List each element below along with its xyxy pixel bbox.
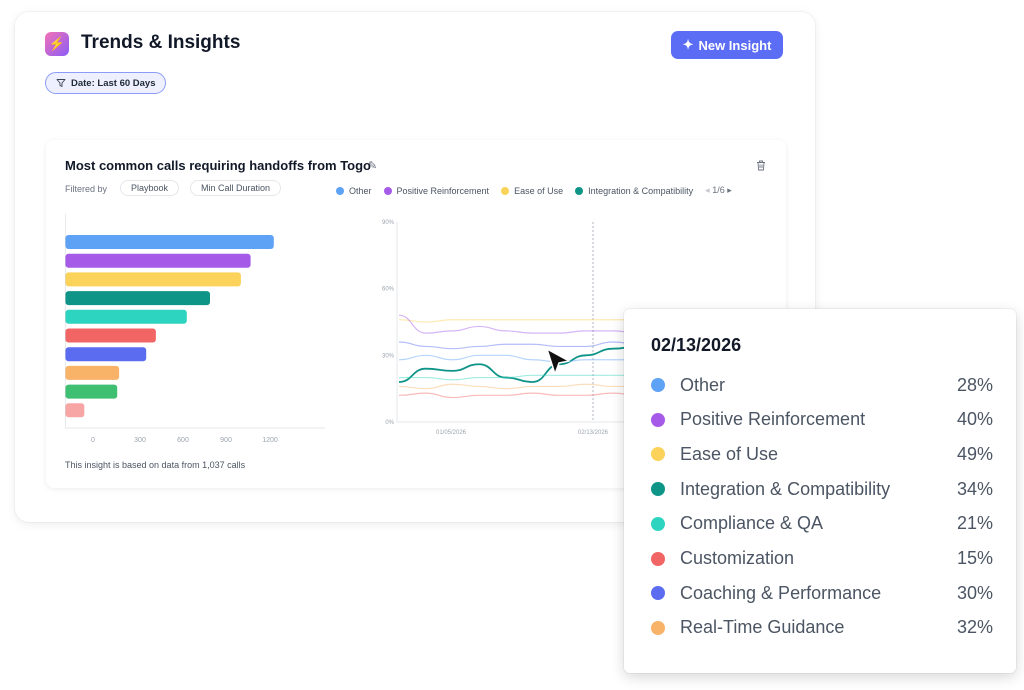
tooltip-category-name: Integration & Compatibility: [680, 478, 891, 499]
y-tick-label: 90%: [382, 220, 395, 226]
tooltip-row: Positive Reinforcement 40%: [651, 408, 993, 432]
tooltip-dot: [651, 378, 665, 392]
legend-label: Ease of Use: [514, 185, 564, 196]
tooltip-dot: [651, 516, 665, 531]
tooltip-category-name: Positive Reinforcement: [680, 409, 866, 430]
tooltip-dot: [651, 447, 665, 462]
date-filter-label: Date: Last 60 Days: [71, 77, 156, 89]
x-tick-label: 0: [91, 437, 95, 444]
legend-dot: [383, 186, 392, 195]
chevron-left-icon[interactable]: ◂: [705, 185, 710, 195]
legend-page-indicator: 1/6: [712, 185, 725, 195]
legend-item-positive-reinforcement[interactable]: Positive Reinforcement: [383, 185, 490, 196]
tooltip-category-name: Coaching & Performance: [680, 582, 882, 603]
tooltip-value: 40%: [956, 409, 993, 430]
bar[interactable]: [65, 309, 187, 324]
legend-label: Integration & Compatibility: [588, 185, 694, 196]
bar[interactable]: [65, 403, 85, 418]
new-insight-button[interactable]: ✦ New Insight: [671, 31, 783, 59]
legend-item-other[interactable]: Other: [336, 186, 372, 196]
tooltip-category-name: Compliance & QA: [680, 513, 824, 534]
trash-icon[interactable]: [756, 160, 766, 174]
new-insight-label: New Insight: [698, 37, 772, 53]
filter-pill-min-call-duration[interactable]: Min Call Duration: [190, 180, 282, 196]
tooltip-value: 15%: [956, 548, 993, 568]
tooltip-row: Compliance & QA 21%: [651, 512, 993, 536]
tooltip-row: Real-Time Guidance 32%: [651, 616, 993, 640]
legend-pager[interactable]: ◂ 1/6 ▸: [705, 185, 732, 196]
x-tick-label: 900: [220, 437, 232, 444]
chevron-right-icon[interactable]: ▸: [727, 185, 732, 195]
tooltip-category-name: Other: [680, 374, 726, 395]
insight-title: Most common calls requiring handoffs fro…: [65, 158, 371, 173]
y-tick-label: 60%: [382, 287, 395, 293]
x-tick-label: 1200: [262, 437, 278, 444]
page-title: Trends & Insights: [81, 32, 241, 53]
tooltip-dot: [651, 482, 665, 497]
legend-item-ease-of-use[interactable]: Ease of Use: [501, 186, 563, 196]
mouse-cursor-icon: [546, 348, 570, 375]
tooltip-category-name: Customization: [680, 548, 795, 568]
x-tick-label: 02/13/2026: [578, 430, 609, 436]
bar[interactable]: [65, 253, 251, 268]
tooltip-value: 21%: [956, 513, 993, 534]
tooltip-value: 34%: [956, 478, 993, 499]
tooltip-row: Coaching & Performance 30%: [651, 581, 993, 605]
legend-item-integration-compatibility[interactable]: Integration & Compatibility: [575, 186, 693, 196]
tooltip-value: 32%: [956, 617, 993, 638]
tooltip-dot: [651, 586, 665, 601]
bar-chart: 0 300 600 900 1200: [65, 214, 325, 444]
bar[interactable]: [65, 291, 211, 306]
tooltip-value: 30%: [956, 582, 993, 603]
tooltip-date: 02/13/2026: [651, 335, 742, 355]
tooltip-value: 28%: [956, 374, 993, 395]
date-filter-chip[interactable]: Date: Last 60 Days: [45, 72, 167, 94]
legend-dot: [575, 186, 584, 195]
legend-label: Positive Reinforcement: [396, 185, 490, 196]
bar[interactable]: [65, 347, 147, 362]
x-tick-label: 01/05/2026: [436, 430, 467, 436]
x-tick-label: 300: [134, 437, 146, 444]
filter-pill-playbook[interactable]: Playbook: [120, 180, 180, 196]
legend-label: Other: [349, 185, 372, 196]
insight-footnote: This insight is based on data from 1,037…: [65, 460, 246, 470]
chart-legend: Other Positive Reinforcement Ease of Use…: [336, 185, 732, 196]
bar[interactable]: [65, 272, 241, 287]
tooltip-dot: [651, 620, 665, 635]
bar[interactable]: [65, 235, 274, 249]
tooltip-row: Ease of Use 49%: [651, 442, 993, 466]
x-tick-label: 600: [177, 437, 189, 444]
tooltip-category-name: Ease of Use: [680, 443, 779, 464]
tooltip-category-name: Real-Time Guidance: [680, 617, 845, 638]
filter-icon: [56, 79, 66, 87]
tooltip-dot: [651, 412, 665, 427]
bar[interactable]: [65, 365, 120, 380]
filtered-by-label: Filtered by: [65, 184, 108, 194]
sparkle-icon: ✦: [682, 37, 694, 52]
legend-dot: [336, 186, 344, 195]
bar[interactable]: [65, 384, 118, 399]
tooltip-row: Customization 15%: [651, 547, 993, 571]
tooltip-row: Other 28%: [651, 373, 993, 397]
lightning-icon: ⚡: [45, 32, 69, 56]
y-tick-label: 30%: [382, 353, 395, 359]
tooltip-value: 49%: [956, 443, 993, 464]
data-tooltip: 02/13/2026 Other 28% Positive Reinforcemen…: [624, 309, 1016, 673]
legend-dot: [501, 186, 510, 195]
edit-icon[interactable]: ✎: [368, 160, 378, 172]
tooltip-dot: [651, 551, 665, 566]
tooltip-row: Integration & Compatibility 34%: [651, 477, 993, 501]
bar[interactable]: [65, 328, 156, 343]
y-tick-label: 0%: [385, 420, 394, 426]
